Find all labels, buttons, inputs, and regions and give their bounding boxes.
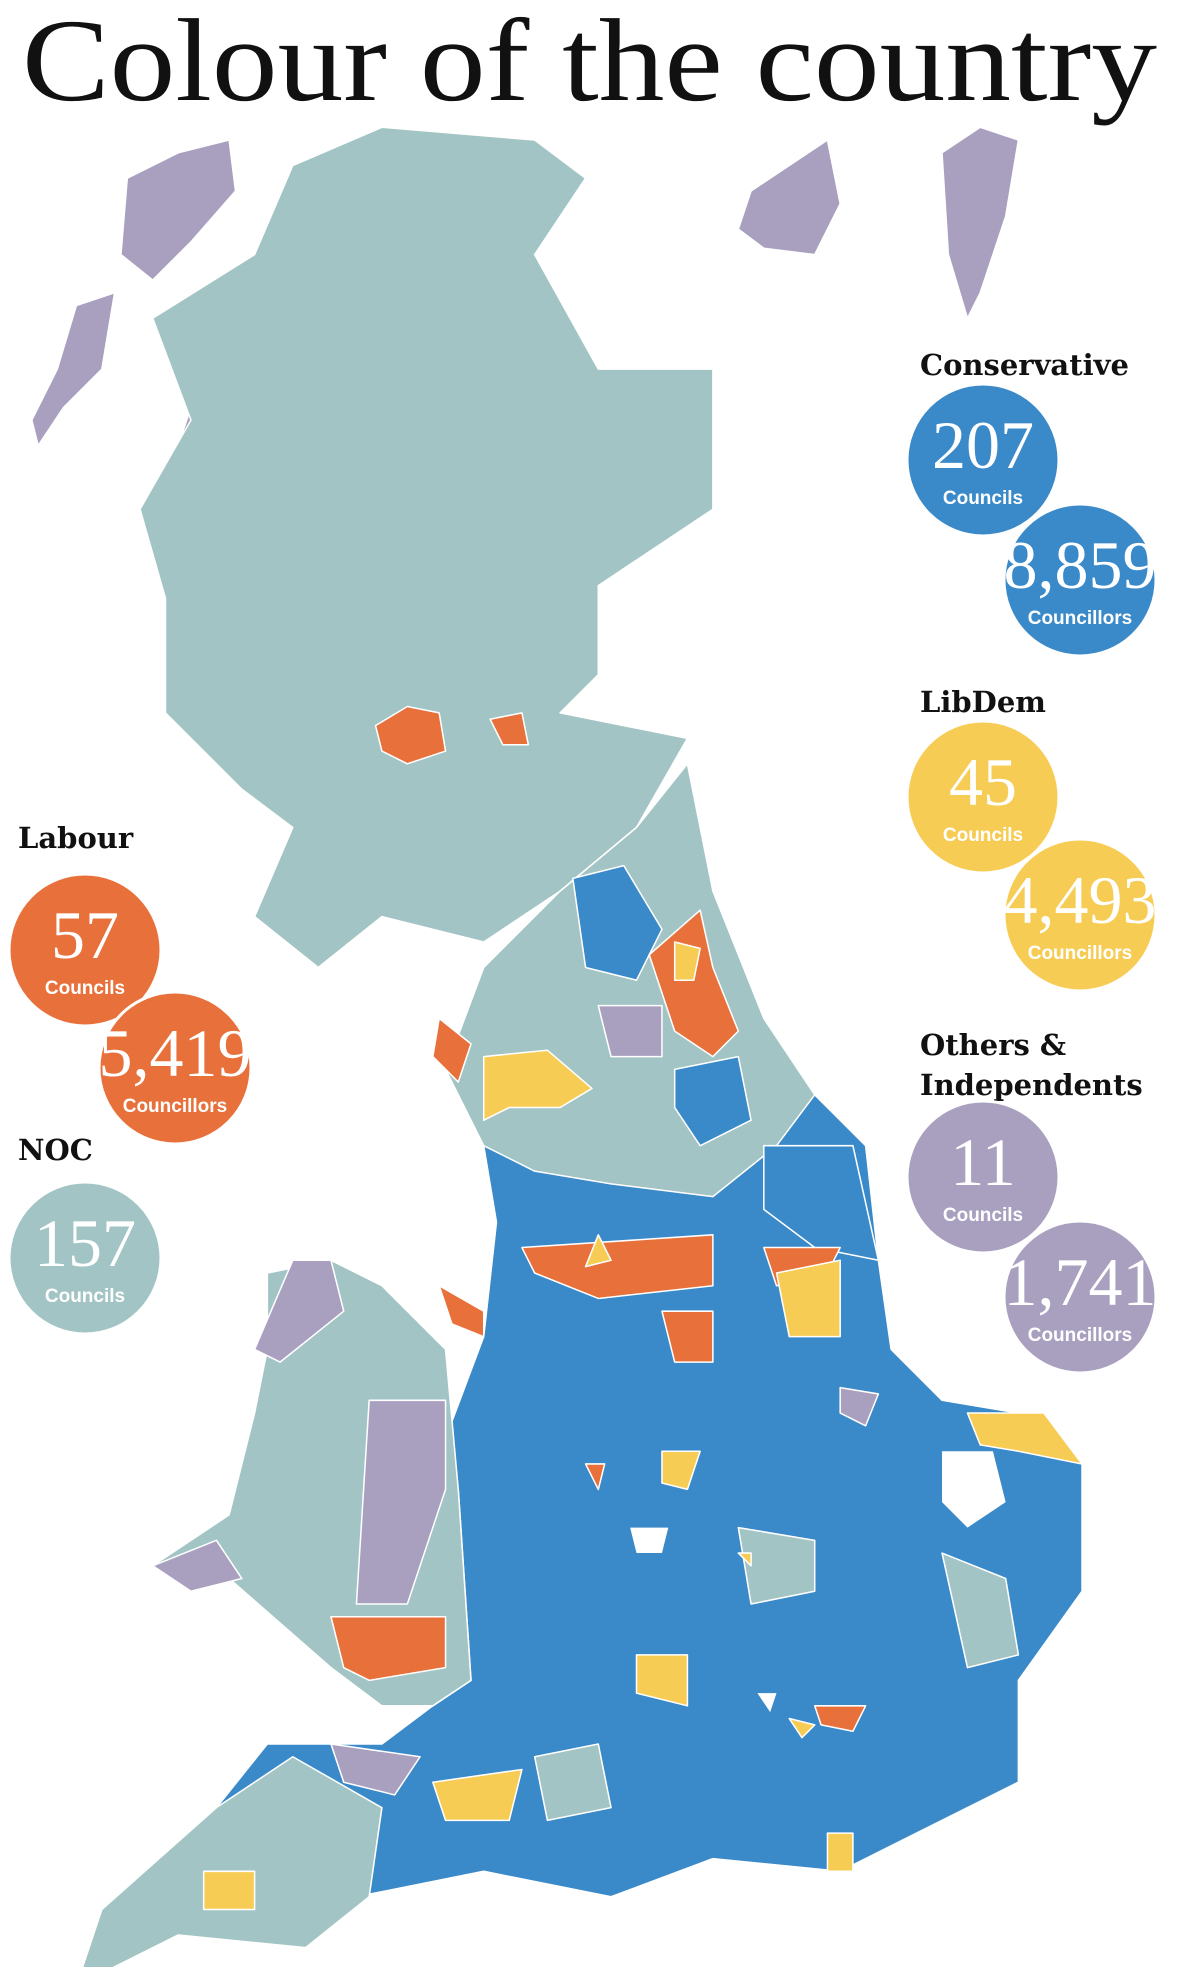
party-group: LibDem 45 Councils 4,493 Councillors bbox=[905, 685, 1158, 993]
count-value: 1,741 bbox=[1004, 1244, 1157, 1320]
count-value: 11 bbox=[950, 1124, 1015, 1200]
count-label: Councils bbox=[45, 978, 125, 999]
count-circle bbox=[1002, 1219, 1158, 1375]
party-name: NOC bbox=[18, 1133, 93, 1167]
count-label: Councillors bbox=[123, 1096, 228, 1117]
count-label: Councillors bbox=[1028, 943, 1133, 964]
count-circle bbox=[1002, 502, 1158, 658]
title: Colour of the country bbox=[22, 0, 1157, 126]
count-circle bbox=[7, 1180, 163, 1336]
count-circle bbox=[905, 1099, 1061, 1255]
count-label: Councils bbox=[943, 488, 1023, 509]
count-label: Councils bbox=[943, 1205, 1023, 1226]
party-group: Others & Independents 11 Councils 1,741 Counc… bbox=[905, 1028, 1158, 1375]
party-name-line: Others & bbox=[920, 1028, 1066, 1062]
party-name-line: Independents bbox=[920, 1068, 1143, 1102]
map bbox=[31, 126, 1083, 1967]
count-circle bbox=[905, 382, 1061, 538]
count-value: 57 bbox=[51, 897, 119, 973]
count-circle bbox=[7, 872, 163, 1028]
party-name: Others & Independents bbox=[920, 1028, 1143, 1102]
party-name: Labour bbox=[18, 821, 134, 855]
party-name: LibDem bbox=[920, 685, 1046, 719]
party-group: Conservative 207 Councils 8,859 Councillors bbox=[905, 348, 1158, 658]
count-circle bbox=[905, 719, 1061, 875]
count-value: 157 bbox=[34, 1205, 136, 1281]
count-label: Councillors bbox=[1028, 1325, 1133, 1346]
count-circle bbox=[97, 990, 253, 1146]
party-group: NOC 157 Councils bbox=[7, 1133, 163, 1336]
count-label: Councils bbox=[45, 1286, 125, 1307]
party-group: Labour 57 Councils 5,419 Councillors bbox=[7, 821, 253, 1146]
count-value: 45 bbox=[949, 744, 1017, 820]
count-label: Councillors bbox=[1028, 608, 1133, 629]
count-value: 5,419 bbox=[99, 1015, 252, 1091]
party-name: Conservative bbox=[920, 348, 1129, 382]
count-circle bbox=[1002, 837, 1158, 993]
count-label: Councils bbox=[943, 825, 1023, 846]
count-value: 207 bbox=[932, 407, 1034, 483]
count-value: 4,493 bbox=[1004, 862, 1157, 938]
count-value: 8,859 bbox=[1004, 527, 1157, 603]
